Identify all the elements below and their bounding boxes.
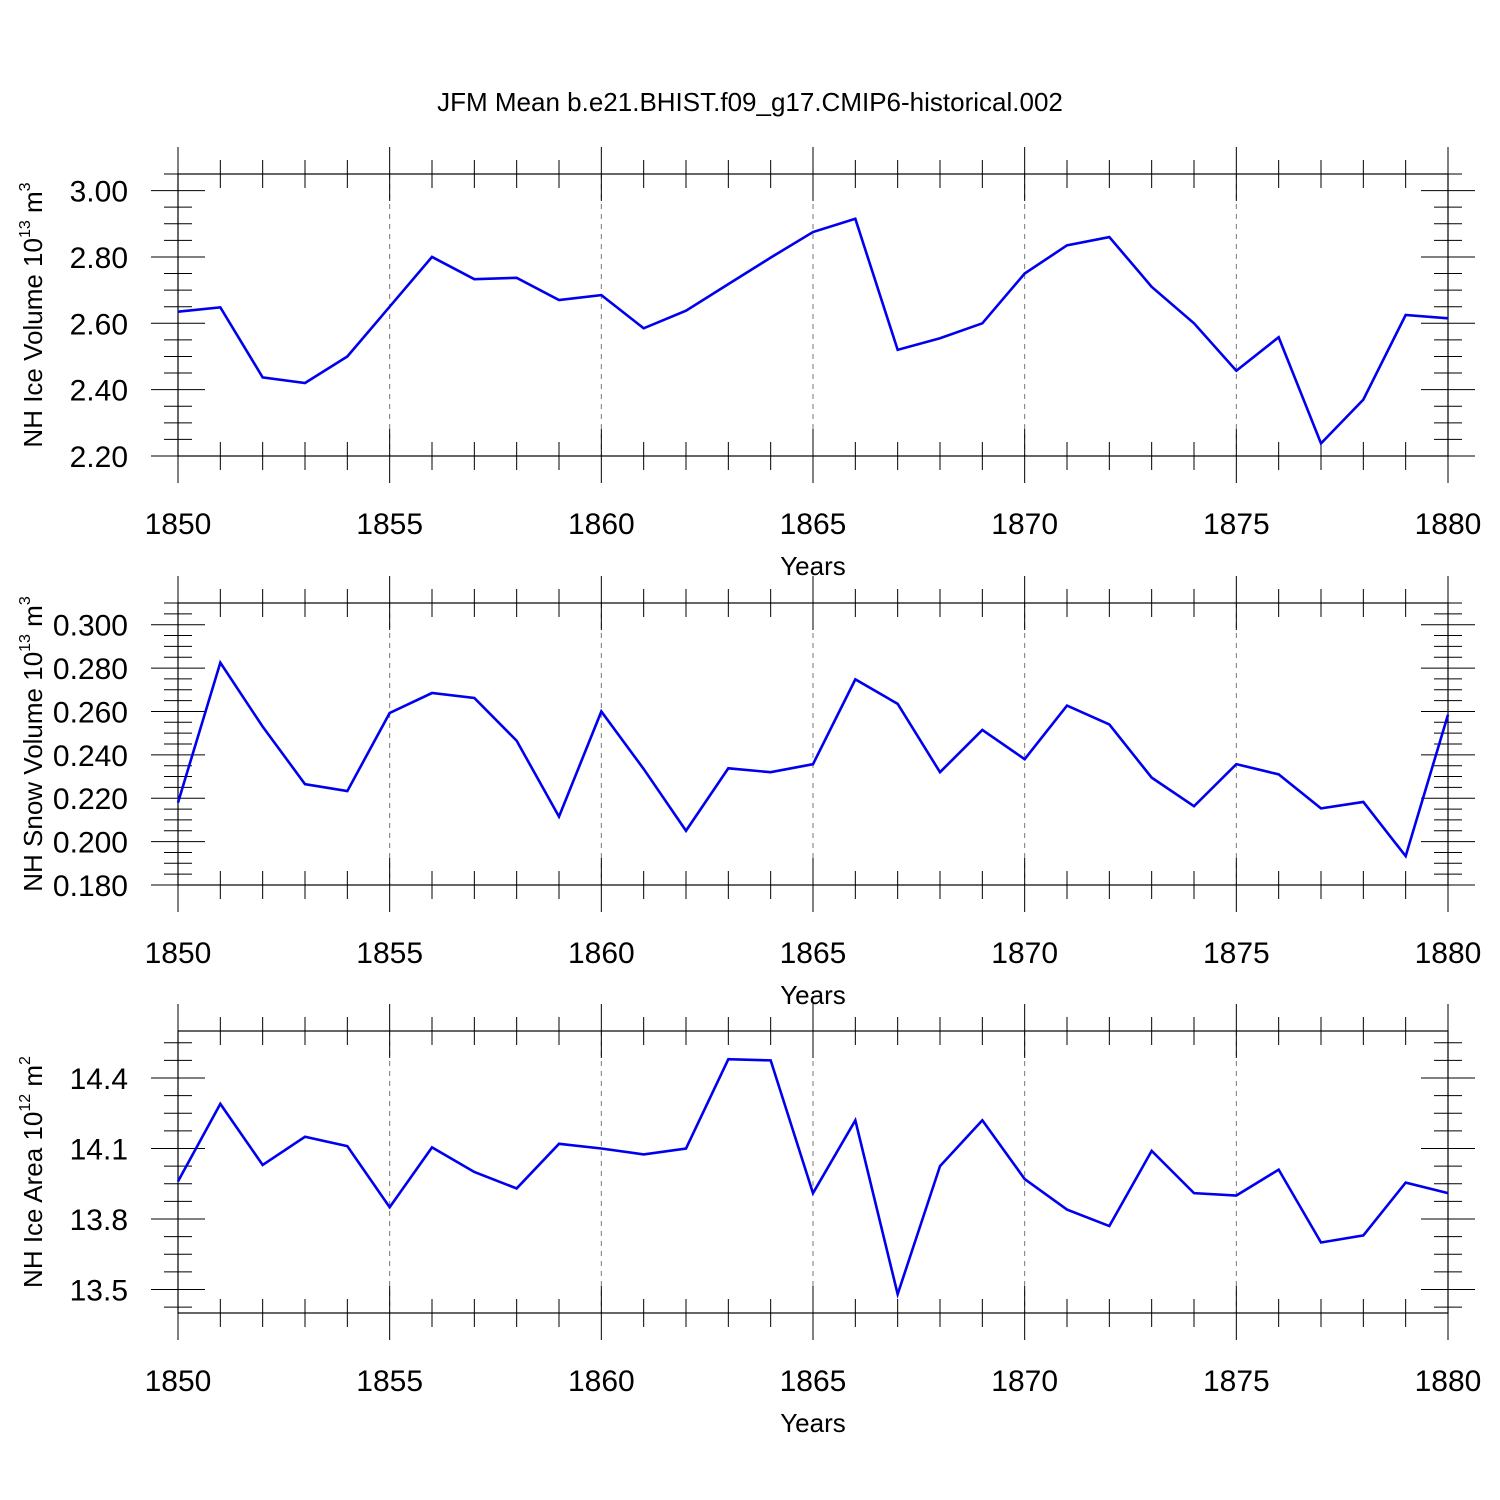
x-tick-label: 1880 — [1415, 937, 1482, 970]
y-tick-label: 3.00 — [70, 176, 128, 209]
x-tick-label: 1860 — [568, 508, 635, 541]
y-axis-title: NH Ice Volume 1013 m3 — [17, 182, 48, 447]
x-tick-label: 1850 — [145, 937, 212, 970]
y-tick-label: 14.4 — [70, 1063, 128, 1096]
x-tick-label: 1860 — [568, 937, 635, 970]
y-tick-label: 0.260 — [53, 696, 128, 729]
y-tick-label: 0.300 — [53, 610, 128, 643]
y-tick-label: 13.8 — [70, 1204, 128, 1237]
series-line — [176, 1057, 1449, 1299]
y-tick-label: 2.60 — [70, 308, 128, 341]
y-axis-title: NH Ice Area 1012 m2 — [17, 1056, 48, 1288]
x-tick-label: 1855 — [356, 508, 423, 541]
x-tick-label: 1875 — [1203, 937, 1270, 970]
y-tick-label: 0.200 — [53, 827, 128, 860]
y-tick-label: 0.280 — [53, 653, 128, 686]
x-tick-label: 1855 — [356, 937, 423, 970]
chart-panel-2: 0.180 0.200 0.220 0.240 0.260 0.280 0.300 1850 1… — [17, 576, 1481, 1010]
y-tick-label: 2.40 — [70, 375, 128, 408]
x-tick-label: 1850 — [145, 1365, 212, 1398]
x-tick-label: 1865 — [780, 937, 847, 970]
y-tick-label: 0.220 — [53, 783, 128, 816]
x-tick-label: 1865 — [780, 1365, 847, 1398]
series-line — [176, 659, 1450, 859]
x-tick-label: 1865 — [780, 508, 847, 541]
x-tick-label: 1880 — [1415, 508, 1482, 541]
x-tick-label: 1850 — [145, 508, 212, 541]
y-tick-label: 0.240 — [53, 740, 128, 773]
x-tick-label: 1855 — [356, 1365, 423, 1398]
y-axis-title: NH Snow Volume 1013 m3 — [17, 596, 48, 892]
x-tick-label: 1880 — [1415, 1365, 1482, 1398]
y-tick-label: 0.180 — [53, 870, 128, 903]
x-tick-label: 1870 — [991, 508, 1058, 541]
y-tick-label: 2.80 — [70, 242, 128, 275]
figure-title: JFM Mean b.e21.BHIST.f09_g17.CMIP6-histo… — [437, 87, 1063, 117]
x-tick-label: 1870 — [991, 1365, 1058, 1398]
x-axis-title: Years — [780, 1408, 846, 1438]
series-line — [177, 217, 1449, 446]
chart-panel-3: 13.5 13.8 14.1 14.4 1850 1855 1860 1865 1870 1875… — [17, 1004, 1481, 1438]
y-tick-label: 14.1 — [70, 1134, 128, 1167]
x-tick-label: 1875 — [1203, 1365, 1270, 1398]
y-tick-label: 2.20 — [70, 441, 128, 474]
x-tick-label: 1870 — [991, 937, 1058, 970]
chart-panel-1: 2.20 2.40 2.60 2.80 3.00 1850 1855 1860 1865 1870… — [17, 147, 1481, 581]
x-tick-label: 1875 — [1203, 508, 1270, 541]
x-tick-label: 1860 — [568, 1365, 635, 1398]
y-tick-label: 13.5 — [70, 1275, 128, 1308]
